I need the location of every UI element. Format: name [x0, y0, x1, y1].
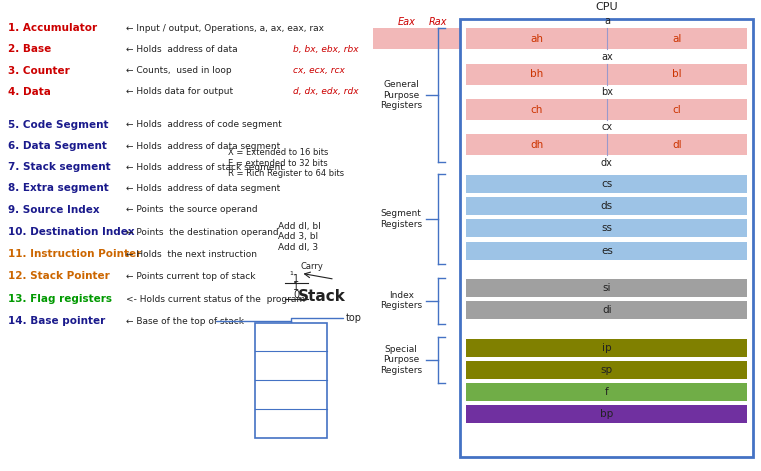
Bar: [466, 242, 747, 260]
Text: ← Holds  address of data segment: ← Holds address of data segment: [126, 141, 280, 151]
Bar: [466, 361, 747, 379]
Text: 0: 0: [293, 290, 299, 300]
Text: <- Holds current status of the  program: <- Holds current status of the program: [126, 294, 304, 304]
Text: dl: dl: [672, 140, 682, 150]
Text: ds: ds: [601, 201, 613, 211]
Text: bh: bh: [530, 69, 543, 79]
Text: cx: cx: [601, 122, 613, 132]
Text: 11. Instruction Pointer: 11. Instruction Pointer: [8, 249, 141, 260]
Text: cl: cl: [673, 105, 681, 114]
FancyBboxPatch shape: [460, 19, 753, 457]
Text: 1: 1: [293, 282, 299, 292]
Text: ← Holds  address of stack segment: ← Holds address of stack segment: [126, 162, 283, 172]
Bar: [466, 301, 747, 319]
Text: sp: sp: [601, 365, 613, 375]
Text: f: f: [605, 387, 609, 397]
Text: ← Holds data for output: ← Holds data for output: [126, 87, 233, 97]
Text: d, dx, edx, rdx: d, dx, edx, rdx: [293, 87, 358, 97]
Text: ← Counts,  used in loop: ← Counts, used in loop: [126, 66, 231, 75]
Bar: [466, 134, 747, 155]
Text: ← Base of the top of stack: ← Base of the top of stack: [126, 317, 244, 326]
Text: cs: cs: [601, 179, 613, 189]
Text: a: a: [604, 16, 610, 26]
Text: 5. Code Segment: 5. Code Segment: [8, 120, 108, 130]
Bar: [466, 405, 747, 423]
Text: Eax: Eax: [398, 17, 416, 27]
Text: Rax: Rax: [428, 17, 447, 27]
Text: ← Holds  address of code segment: ← Holds address of code segment: [126, 120, 282, 130]
Text: 8. Extra segment: 8. Extra segment: [8, 183, 108, 194]
Text: ax: ax: [601, 52, 613, 62]
Bar: [466, 175, 747, 193]
Text: ah: ah: [530, 34, 543, 44]
Bar: [466, 219, 747, 237]
Text: b, bx, ebx, rbx: b, bx, ebx, rbx: [293, 45, 358, 54]
Text: ← Input / output, Operations, a, ax, eax, rax: ← Input / output, Operations, a, ax, eax…: [126, 24, 323, 33]
Text: ss: ss: [601, 223, 613, 234]
Text: ch: ch: [530, 105, 543, 114]
Text: di: di: [602, 305, 612, 315]
Text: ip: ip: [602, 342, 612, 353]
Text: 13. Flag registers: 13. Flag registers: [8, 294, 112, 304]
Text: 1. Accumulator: 1. Accumulator: [8, 23, 97, 33]
Text: ← Holds  address of data: ← Holds address of data: [126, 45, 237, 54]
Text: ← Points current top of stack: ← Points current top of stack: [126, 272, 255, 281]
Text: ← Holds  address of data segment: ← Holds address of data segment: [126, 184, 280, 193]
Text: General
Purpose
Registers: General Purpose Registers: [380, 81, 422, 110]
Text: Segment
Registers: Segment Registers: [380, 209, 422, 229]
Bar: [255, 323, 327, 438]
Text: dh: dh: [530, 140, 543, 150]
Bar: [466, 383, 747, 401]
Text: Carry: Carry: [301, 261, 323, 271]
Text: ← Points  the source operand: ← Points the source operand: [126, 205, 257, 214]
Text: 2. Base: 2. Base: [8, 44, 51, 55]
Text: 3. Counter: 3. Counter: [8, 65, 69, 76]
Text: top: top: [346, 313, 362, 323]
Bar: [466, 197, 747, 215]
Bar: [466, 279, 747, 297]
Text: 7. Stack segment: 7. Stack segment: [8, 162, 110, 172]
Text: X = Extended to 16 bits
E = extended to 32 bits
R = Rich Register to 64 bits: X = Extended to 16 bits E = extended to …: [228, 148, 345, 178]
Bar: [466, 64, 747, 85]
Text: ← Holds  the next instruction: ← Holds the next instruction: [126, 250, 256, 259]
Bar: [466, 99, 747, 120]
Bar: [373, 28, 466, 49]
Text: Add dl, bl: Add dl, bl: [278, 221, 320, 231]
Text: 6. Data Segment: 6. Data Segment: [8, 141, 107, 151]
Text: Add dl, 3: Add dl, 3: [278, 243, 318, 252]
Text: ← Points  the destination operand: ← Points the destination operand: [126, 227, 279, 237]
Text: bp: bp: [600, 409, 613, 419]
Text: bl: bl: [672, 69, 682, 79]
Text: bx: bx: [601, 87, 613, 97]
Text: cx, ecx, rcx: cx, ecx, rcx: [293, 66, 345, 75]
Bar: [466, 28, 747, 49]
Text: CPU: CPU: [595, 2, 618, 12]
Text: Index
Registers: Index Registers: [380, 291, 422, 310]
Text: Special
Purpose
Registers: Special Purpose Registers: [380, 345, 422, 375]
Text: es: es: [601, 245, 613, 256]
Text: Add 3, bl: Add 3, bl: [278, 232, 318, 242]
Text: 1: 1: [293, 274, 299, 284]
Text: 14. Base pointer: 14. Base pointer: [8, 316, 105, 326]
Text: 10. Destination Index: 10. Destination Index: [8, 227, 134, 237]
Bar: [466, 339, 747, 357]
Text: al: al: [673, 34, 682, 44]
Text: dx: dx: [601, 158, 613, 168]
Text: si: si: [603, 283, 611, 293]
Text: 9. Source Index: 9. Source Index: [8, 204, 99, 215]
Text: 12. Stack Pointer: 12. Stack Pointer: [8, 271, 110, 282]
Text: 4. Data: 4. Data: [8, 87, 50, 97]
Text: Stack: Stack: [298, 289, 345, 304]
Text: ¹: ¹: [289, 270, 293, 281]
